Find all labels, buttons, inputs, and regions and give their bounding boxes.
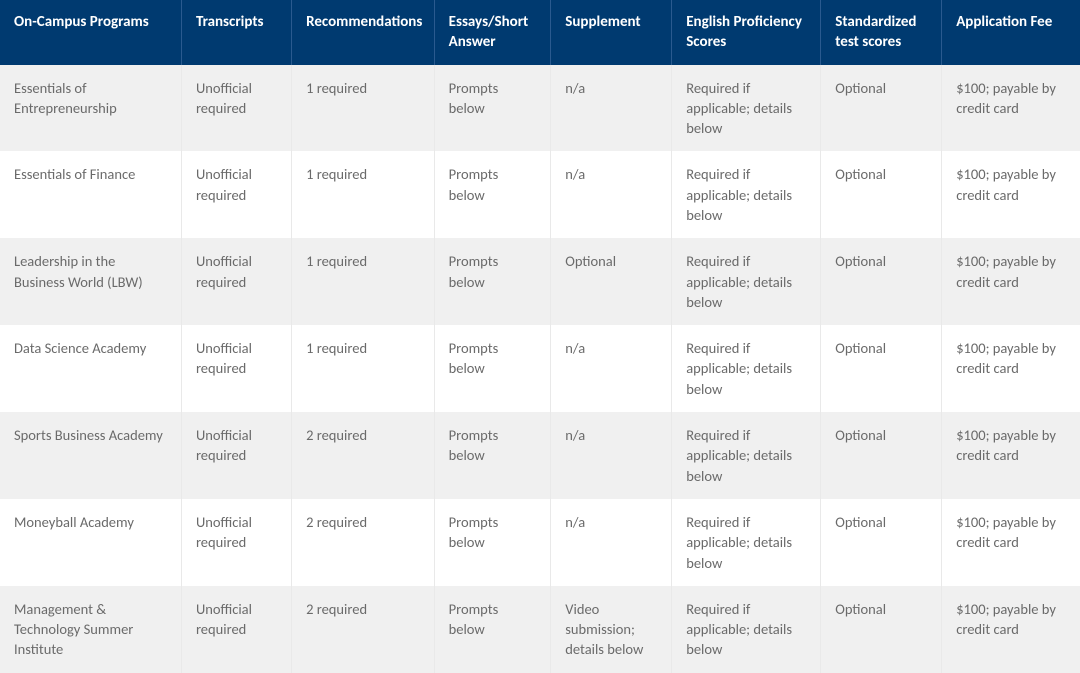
cell-essays: Prompts below	[434, 412, 551, 499]
cell-recommendations: 1 required	[292, 325, 435, 412]
cell-standardized: Optional	[821, 412, 942, 499]
table-row: Essentials of Finance Unofficial require…	[0, 151, 1080, 238]
cell-program: Moneyball Academy	[0, 499, 181, 586]
cell-fee: $100; payable by credit card	[942, 65, 1080, 152]
cell-essays: Prompts below	[434, 325, 551, 412]
cell-supplement: n/a	[551, 151, 672, 238]
cell-supplement: Video submission; details below	[551, 586, 672, 673]
cell-supplement: n/a	[551, 325, 672, 412]
table-row: Data Science Academy Unofficial required…	[0, 325, 1080, 412]
cell-recommendations: 1 required	[292, 151, 435, 238]
cell-transcripts: Unofficial required	[181, 151, 291, 238]
cell-supplement: Optional	[551, 238, 672, 325]
cell-transcripts: Unofficial required	[181, 325, 291, 412]
cell-transcripts: Unofficial required	[181, 499, 291, 586]
table-row: Leadership in the Business World (LBW) U…	[0, 238, 1080, 325]
col-header-standardized: Standardized test scores	[821, 0, 942, 65]
cell-essays: Prompts below	[434, 238, 551, 325]
cell-essays: Prompts below	[434, 65, 551, 152]
cell-standardized: Optional	[821, 65, 942, 152]
table-header: On-Campus Programs Transcripts Recommend…	[0, 0, 1080, 65]
cell-standardized: Optional	[821, 325, 942, 412]
cell-fee: $100; payable by credit card	[942, 325, 1080, 412]
cell-english: Required if applicable; details below	[672, 412, 821, 499]
cell-standardized: Optional	[821, 238, 942, 325]
cell-program: Essentials of Entrepreneurship	[0, 65, 181, 152]
cell-supplement: n/a	[551, 412, 672, 499]
programs-table: On-Campus Programs Transcripts Recommend…	[0, 0, 1080, 673]
cell-recommendations: 1 required	[292, 238, 435, 325]
cell-recommendations: 2 required	[292, 499, 435, 586]
cell-fee: $100; payable by credit card	[942, 499, 1080, 586]
col-header-recommendations: Recommendations	[292, 0, 435, 65]
table-row: Moneyball Academy Unofficial required 2 …	[0, 499, 1080, 586]
table-row: Sports Business Academy Unofficial requi…	[0, 412, 1080, 499]
cell-essays: Prompts below	[434, 586, 551, 673]
cell-program: Management & Technology Summer Institute	[0, 586, 181, 673]
cell-essays: Prompts below	[434, 499, 551, 586]
cell-english: Required if applicable; details below	[672, 499, 821, 586]
table-body: Essentials of Entrepreneurship Unofficia…	[0, 65, 1080, 673]
cell-english: Required if applicable; details below	[672, 238, 821, 325]
col-header-programs: On-Campus Programs	[0, 0, 181, 65]
cell-transcripts: Unofficial required	[181, 238, 291, 325]
cell-standardized: Optional	[821, 499, 942, 586]
cell-standardized: Optional	[821, 586, 942, 673]
cell-fee: $100; payable by credit card	[942, 412, 1080, 499]
table-row: Essentials of Entrepreneurship Unofficia…	[0, 65, 1080, 152]
cell-standardized: Optional	[821, 151, 942, 238]
cell-recommendations: 2 required	[292, 412, 435, 499]
cell-supplement: n/a	[551, 499, 672, 586]
cell-fee: $100; payable by credit card	[942, 151, 1080, 238]
col-header-fee: Application Fee	[942, 0, 1080, 65]
cell-essays: Prompts below	[434, 151, 551, 238]
cell-english: Required if applicable; details below	[672, 586, 821, 673]
header-row: On-Campus Programs Transcripts Recommend…	[0, 0, 1080, 65]
col-header-essays: Essays/Short Answer	[434, 0, 551, 65]
cell-program: Sports Business Academy	[0, 412, 181, 499]
col-header-transcripts: Transcripts	[181, 0, 291, 65]
cell-supplement: n/a	[551, 65, 672, 152]
cell-english: Required if applicable; details below	[672, 65, 821, 152]
cell-recommendations: 2 required	[292, 586, 435, 673]
cell-english: Required if applicable; details below	[672, 151, 821, 238]
cell-transcripts: Unofficial required	[181, 412, 291, 499]
cell-fee: $100; payable by credit card	[942, 586, 1080, 673]
cell-transcripts: Unofficial required	[181, 586, 291, 673]
col-header-english: English Proficiency Scores	[672, 0, 821, 65]
col-header-supplement: Supplement	[551, 0, 672, 65]
cell-english: Required if applicable; details below	[672, 325, 821, 412]
table-row: Management & Technology Summer Institute…	[0, 586, 1080, 673]
cell-recommendations: 1 required	[292, 65, 435, 152]
cell-program: Leadership in the Business World (LBW)	[0, 238, 181, 325]
cell-program: Essentials of Finance	[0, 151, 181, 238]
cell-program: Data Science Academy	[0, 325, 181, 412]
cell-fee: $100; payable by credit card	[942, 238, 1080, 325]
cell-transcripts: Unofficial required	[181, 65, 291, 152]
